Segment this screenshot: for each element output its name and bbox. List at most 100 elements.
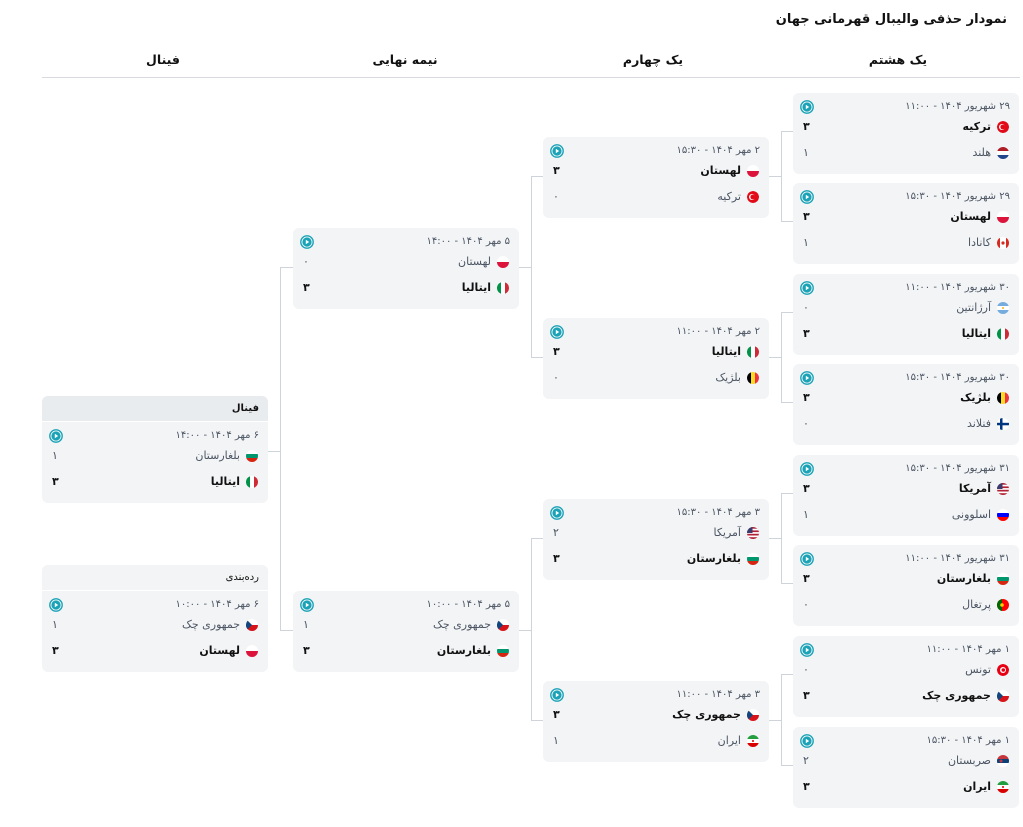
match-card-r16-7[interactable]: ۱ مهر ۱۴۰۴ - ۱۱:۰۰ ۰ تونس ۳ جمهوری چک <box>793 636 1019 717</box>
match-card-r16-8[interactable]: ۱ مهر ۱۴۰۴ - ۱۵:۳۰ ۲ صربستان ۳ ایران <box>793 727 1019 808</box>
round-header-qf: یک چهارم <box>622 52 684 67</box>
flag-czech-icon <box>246 619 258 631</box>
play-circle-icon[interactable] <box>800 190 814 204</box>
play-circle-icon[interactable] <box>800 281 814 295</box>
team-score: ۳ <box>803 572 810 585</box>
flag-iran-icon <box>997 781 1009 793</box>
play-circle-icon[interactable] <box>300 235 314 249</box>
match-card-qf-4[interactable]: ۳ مهر ۱۴۰۴ - ۱۱:۰۰ ۳ جمهوری چک ۱ ایران <box>543 681 769 762</box>
team-score: ۳ <box>553 164 560 177</box>
bracket-connector <box>781 674 793 675</box>
team-row: ۰ بلژیک <box>553 370 759 386</box>
match-card-body: ۳ مهر ۱۴۰۴ - ۱۱:۰۰ ۳ جمهوری چک ۱ ایران <box>543 681 769 762</box>
team-score: ۳ <box>803 327 810 340</box>
flag-czech-icon <box>497 619 509 631</box>
play-circle-icon[interactable] <box>550 325 564 339</box>
flag-italy-icon <box>747 346 759 358</box>
team-score: ۰ <box>803 598 809 611</box>
flag-turkey-icon <box>997 121 1009 133</box>
play-circle-icon[interactable] <box>49 598 63 612</box>
flag-bulgaria-icon <box>997 573 1009 585</box>
match-card-r16-1[interactable]: ۲۹ شهریور ۱۴۰۴ - ۱۱:۰۰ ۳ ترکیه ۱ هلند <box>793 93 1019 174</box>
team-name: ایتالیا <box>210 475 240 488</box>
bracket-connector <box>769 538 781 539</box>
team-score: ۳ <box>553 708 560 721</box>
match-card-header: فینال <box>42 396 268 422</box>
match-card-qf-2[interactable]: ۲ مهر ۱۴۰۴ - ۱۱:۰۰ ۳ ایتالیا ۰ بلژیک <box>543 318 769 399</box>
match-card-r16-3[interactable]: ۳۰ شهریور ۱۴۰۴ - ۱۱:۰۰ ۰ آرژانتین ۳ ایتالیا <box>793 274 1019 355</box>
match-card-r16-6[interactable]: ۳۱ شهریور ۱۴۰۴ - ۱۱:۰۰ ۳ بلغارستان ۰ پرتغال <box>793 545 1019 626</box>
match-card-body: ۱ مهر ۱۴۰۴ - ۱۵:۳۰ ۲ صربستان ۳ ایران <box>793 727 1019 808</box>
team-row: ۱ اسلوونی <box>803 507 1009 523</box>
team-name: ایتالیا <box>461 281 491 294</box>
match-stage-label: رده‌بندی <box>225 572 259 583</box>
play-circle-icon[interactable] <box>550 506 564 520</box>
match-card-r16-2[interactable]: ۲۹ شهریور ۱۴۰۴ - ۱۵:۳۰ ۳ لهستان ۱ کانادا <box>793 183 1019 264</box>
match-card-qf-1[interactable]: ۲ مهر ۱۴۰۴ - ۱۵:۳۰ ۳ لهستان ۰ ترکیه <box>543 137 769 218</box>
team-name: ایتالیا <box>961 327 991 340</box>
bracket-connector <box>280 267 281 631</box>
team-row: ۳ بلغارستان <box>553 551 759 567</box>
team-row: ۳ آمریکا <box>803 481 1009 497</box>
match-date: ۲۹ شهریور ۱۴۰۴ - ۱۵:۳۰ <box>905 191 1010 202</box>
play-circle-icon[interactable] <box>49 429 63 443</box>
match-card-qf-3[interactable]: ۳ مهر ۱۴۰۴ - ۱۵:۳۰ ۲ آمریکا ۳ بلغارستان <box>543 499 769 580</box>
bracket-connector <box>531 538 532 721</box>
match-card-body: ۶ مهر ۱۴۰۴ - ۱۴:۰۰ ۱ بلغارستان ۳ ایتالیا <box>42 422 268 503</box>
flag-usa-icon <box>997 483 1009 495</box>
play-circle-icon[interactable] <box>800 462 814 476</box>
match-card-top: ۳ مهر ۱۴۰۴ - ۱۵:۳۰ <box>550 506 760 520</box>
team-score: ۱ <box>303 618 309 631</box>
team-row: ۳ ترکیه <box>803 119 1009 135</box>
match-card-top: ۱ مهر ۱۴۰۴ - ۱۵:۳۰ <box>800 734 1010 748</box>
play-circle-icon[interactable] <box>800 552 814 566</box>
bracket-connector <box>531 176 532 358</box>
flag-bulgaria-icon <box>497 645 509 657</box>
flag-belgium-icon <box>747 372 759 384</box>
bracket-connector <box>531 176 543 177</box>
match-card-top: ۲ مهر ۱۴۰۴ - ۱۵:۳۰ <box>550 144 760 158</box>
bracket-connector <box>519 267 531 268</box>
bracket-connector <box>781 221 793 222</box>
team-score: ۰ <box>553 371 559 384</box>
match-card-top: ۶ مهر ۱۴۰۴ - ۱۴:۰۰ <box>49 429 259 443</box>
team-row: ۳ لهستان <box>52 643 258 659</box>
flag-netherlands-icon <box>997 147 1009 159</box>
flag-usa-icon <box>747 527 759 539</box>
team-name: هلند <box>972 146 991 159</box>
match-card-r16-4[interactable]: ۳۰ شهریور ۱۴۰۴ - ۱۵:۳۰ ۳ بلژیک ۰ فنلاند <box>793 364 1019 445</box>
play-circle-icon[interactable] <box>550 144 564 158</box>
match-card-top: ۶ مهر ۱۴۰۴ - ۱۰:۰۰ <box>49 598 259 612</box>
team-name: لهستان <box>700 164 741 177</box>
round-header-r16: یک هشتم <box>868 52 928 67</box>
match-card-top: ۲۹ شهریور ۱۴۰۴ - ۱۵:۳۰ <box>800 190 1010 204</box>
team-name: بلغارستان <box>936 572 991 585</box>
match-card-r16-5[interactable]: ۳۱ شهریور ۱۴۰۴ - ۱۵:۳۰ ۳ آمریکا ۱ اسلوونی <box>793 455 1019 536</box>
team-row: ۱ کانادا <box>803 235 1009 251</box>
team-row: ۳ بلغارستان <box>803 571 1009 587</box>
match-date: ۶ مهر ۱۴۰۴ - ۱۰:۰۰ <box>175 599 259 610</box>
team-row: ۰ ترکیه <box>553 189 759 205</box>
team-name: ایتالیا <box>711 345 741 358</box>
team-row: ۱ بلغارستان <box>52 448 258 464</box>
match-card-sf-1[interactable]: ۵ مهر ۱۴۰۴ - ۱۴:۰۰ ۰ لهستان ۳ ایتالیا <box>293 228 519 309</box>
match-card-top: ۳ مهر ۱۴۰۴ - ۱۱:۰۰ <box>550 688 760 702</box>
flag-iran-icon <box>747 735 759 747</box>
play-circle-icon[interactable] <box>300 598 314 612</box>
play-circle-icon[interactable] <box>800 100 814 114</box>
bracket-connector <box>280 267 293 268</box>
match-card-body: ۳۱ شهریور ۱۴۰۴ - ۱۱:۰۰ ۳ بلغارستان ۰ پرتغال <box>793 545 1019 626</box>
match-card-third-place[interactable]: رده‌بندی ۶ مهر ۱۴۰۴ - ۱۰:۰۰ ۱ جمهوری چک ۳ لهس… <box>42 565 268 672</box>
team-name: فنلاند <box>967 417 991 430</box>
team-name: بلژیک <box>960 391 991 404</box>
match-card-sf-2[interactable]: ۵ مهر ۱۴۰۴ - ۱۰:۰۰ ۱ جمهوری چک ۳ بلغارستان <box>293 591 519 672</box>
team-score: ۳ <box>803 210 810 223</box>
play-circle-icon[interactable] <box>800 371 814 385</box>
play-circle-icon[interactable] <box>800 643 814 657</box>
match-date: ۲۹ شهریور ۱۴۰۴ - ۱۱:۰۰ <box>905 101 1010 112</box>
bracket-connector <box>280 630 293 631</box>
play-circle-icon[interactable] <box>550 688 564 702</box>
play-circle-icon[interactable] <box>800 734 814 748</box>
team-row: ۳ جمهوری چک <box>553 707 759 723</box>
match-card-final[interactable]: فینال ۶ مهر ۱۴۰۴ - ۱۴:۰۰ ۱ بلغارستان ۳ ایتالی… <box>42 396 268 503</box>
